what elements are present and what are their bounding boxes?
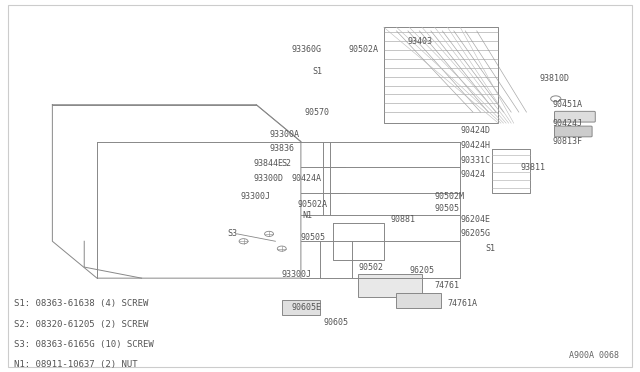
Text: S3: 08363-6165G (10) SCREW: S3: 08363-6165G (10) SCREW [14,340,154,349]
Text: 96204E: 96204E [460,215,490,224]
Text: 90502: 90502 [358,263,383,272]
Text: 90424: 90424 [460,170,485,179]
Text: 96205: 96205 [409,266,434,275]
Text: 90605E: 90605E [291,303,321,312]
FancyBboxPatch shape [554,126,592,137]
Text: 90451A: 90451A [552,100,582,109]
Text: 90813F: 90813F [552,137,582,146]
Text: S2: 08320-61205 (2) SCREW: S2: 08320-61205 (2) SCREW [14,320,148,329]
Text: 90502M: 90502M [435,192,465,202]
Text: 90881: 90881 [390,215,415,224]
FancyBboxPatch shape [358,275,422,296]
FancyBboxPatch shape [282,300,320,315]
Text: 93300J: 93300J [241,192,270,202]
Text: 96205G: 96205G [460,230,490,238]
Text: 93300J: 93300J [282,270,312,279]
Text: 90570: 90570 [304,108,329,116]
Text: 93844E: 93844E [253,159,283,168]
Text: 74761: 74761 [435,281,460,290]
Text: 93300A: 93300A [269,130,299,139]
Text: 90505: 90505 [435,203,460,212]
Text: 90331C: 90331C [460,155,490,164]
Text: 90424A: 90424A [291,174,321,183]
Text: 93836: 93836 [269,144,294,154]
Text: N1: N1 [303,211,313,220]
Text: 90424H: 90424H [460,141,490,150]
Text: 90502A: 90502A [349,45,379,54]
Text: S1: S1 [312,67,323,76]
Text: 90424D: 90424D [460,126,490,135]
Text: 90424J: 90424J [552,119,582,128]
Text: A900A 0068: A900A 0068 [570,351,620,360]
Text: S1: 08363-61638 (4) SCREW: S1: 08363-61638 (4) SCREW [14,299,148,308]
Text: 74761A: 74761A [447,299,477,308]
Text: 93810D: 93810D [540,74,570,83]
Text: S3: S3 [228,230,237,238]
Text: N1: 08911-10637 (2) NUT: N1: 08911-10637 (2) NUT [14,360,138,369]
FancyBboxPatch shape [554,111,595,122]
Text: 93360G: 93360G [291,45,321,54]
Text: 93811: 93811 [521,163,546,172]
FancyBboxPatch shape [396,293,441,308]
Text: 93403: 93403 [408,38,433,46]
Text: S1: S1 [486,244,495,253]
Text: 93300D: 93300D [253,174,283,183]
Text: 90605: 90605 [323,318,348,327]
Text: 90502A: 90502A [298,200,328,209]
Text: 90505: 90505 [301,233,326,242]
Text: S2: S2 [282,159,292,168]
